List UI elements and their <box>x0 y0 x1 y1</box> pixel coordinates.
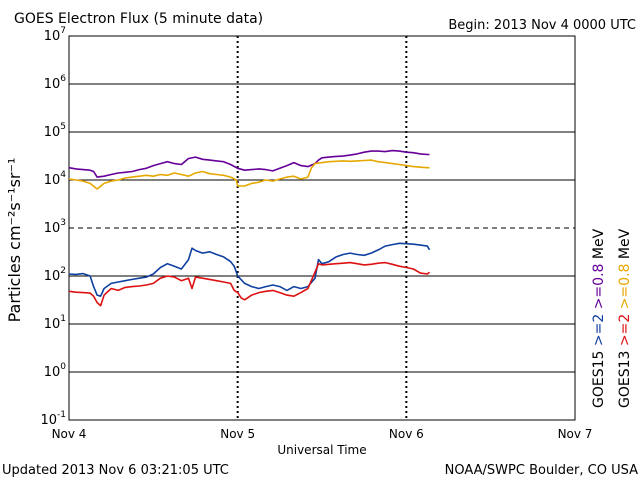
series-line-goes15-0-8-mev <box>68 149 430 178</box>
y-tick-base: 10 <box>44 317 61 332</box>
y-tick-exponent: 2 <box>60 266 66 276</box>
y-tick-label: 10-1 <box>40 410 66 428</box>
y-tick-exponent: 1 <box>60 314 66 324</box>
y-tick-exponent: 6 <box>60 74 66 84</box>
legend-threshold-2mev: >=2 <box>617 314 633 346</box>
legend-entry-goes15: GOES15 >=2 >=0.8 MeV <box>591 228 607 408</box>
source-credit: NOAA/SWPC Boulder, CO USA <box>445 463 638 478</box>
x-axis-tick-labels: Nov 4 Nov 5 Nov 6 Nov 7 <box>52 427 593 441</box>
y-tick-exponent: 4 <box>60 170 66 180</box>
y-tick-label: 104 <box>44 170 67 188</box>
x-axis-label: Universal Time <box>277 443 366 457</box>
y-tick-base: 10 <box>40 413 57 428</box>
y-tick-label: 103 <box>44 218 66 236</box>
y-tick-label: 102 <box>44 266 66 284</box>
series-line-goes15-2-mev <box>68 242 431 298</box>
legend-satellite: GOES13 <box>617 351 633 408</box>
legend-threshold-0-8mev: >=0.8 <box>617 264 633 310</box>
y-tick-label: 107 <box>44 26 66 44</box>
chart-title: GOES Electron Flux (5 minute data) <box>14 11 263 27</box>
y-tick-base: 10 <box>44 269 61 284</box>
data-series <box>68 149 431 307</box>
y-tick-base: 10 <box>44 221 61 236</box>
legend-satellite: GOES15 <box>591 351 607 408</box>
y-tick-exponent: 7 <box>60 26 66 36</box>
x-tick-label: Nov 6 <box>389 427 424 441</box>
x-tick-label: Nov 4 <box>52 427 87 441</box>
y-tick-label: 101 <box>44 314 66 332</box>
y-tick-base: 10 <box>44 365 61 380</box>
gridlines <box>69 83 575 373</box>
begin-date-label: Begin: 2013 Nov 4 0000 UTC <box>448 18 636 33</box>
y-tick-label: 105 <box>44 122 66 140</box>
x-tick-label: Nov 5 <box>220 427 255 441</box>
y-tick-exponent: -1 <box>57 410 66 420</box>
y-tick-base: 10 <box>44 29 61 44</box>
legend-threshold-2mev: >=2 <box>591 314 607 346</box>
y-tick-label: 106 <box>44 74 67 92</box>
day-boundary-ticks <box>236 36 408 420</box>
legend-unit: MeV <box>617 228 633 263</box>
legend-unit: MeV <box>591 228 607 263</box>
y-tick-base: 10 <box>44 173 61 188</box>
y-tick-exponent: 5 <box>60 122 66 132</box>
updated-timestamp: Updated 2013 Nov 6 03:21:05 UTC <box>2 463 229 478</box>
series-line-goes13-2-mev <box>68 261 431 307</box>
y-tick-base: 10 <box>44 77 61 92</box>
x-tick-label: Nov 7 <box>558 427 593 441</box>
y-tick-exponent: 0 <box>60 362 66 372</box>
y-tick-label: 100 <box>44 362 67 380</box>
legend-threshold-0-8mev: >=0.8 <box>591 264 607 310</box>
y-tick-base: 10 <box>44 125 61 140</box>
y-tick-exponent: 3 <box>60 218 66 228</box>
legend-entry-goes13: GOES13 >=2 >=0.8 MeV <box>617 228 633 408</box>
series-line-goes13-0-8-mev <box>68 159 430 190</box>
y-axis-label: Particles cm⁻²s⁻¹sr⁻¹ <box>5 158 24 323</box>
